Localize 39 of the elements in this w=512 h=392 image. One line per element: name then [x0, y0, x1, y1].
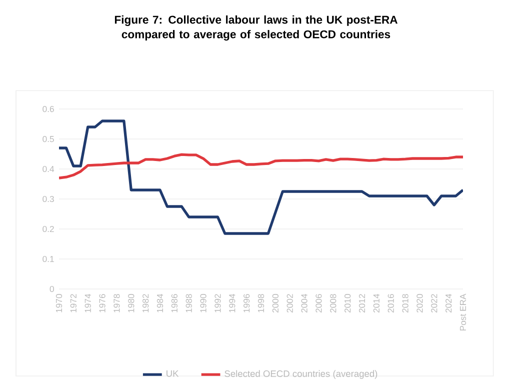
y-tick-label: 0.5 [42, 136, 54, 142]
x-tick-label: 2002 [286, 294, 293, 312]
x-tick-label: 1978 [114, 294, 120, 312]
x-tick-label: 2016 [388, 294, 394, 312]
x-tick-label: 1972 [70, 294, 76, 312]
x-tick-label: 1996 [244, 294, 250, 312]
x-tick-label: Post ERA [460, 294, 466, 330]
x-tick-label: 1982 [142, 294, 149, 312]
x-tick-label: 2006 [316, 294, 322, 312]
x-tick-label: 2008 [330, 294, 336, 312]
x-tick-label: 1994 [229, 294, 236, 312]
x-tick-label: 2018 [402, 294, 408, 312]
y-tick-label: 0.1 [42, 256, 54, 262]
x-tick-label: 2000 [272, 294, 278, 312]
x-tick-label: 1976 [99, 294, 106, 312]
legend-label: Selected OECD countries (averaged) [224, 370, 378, 379]
y-tick-label: 0.6 [42, 106, 54, 112]
x-tick-label: 1970 [56, 294, 62, 312]
x-tick-label: 2014 [373, 294, 380, 312]
y-tick-label: 0.3 [42, 196, 54, 202]
x-tick-label: 1980 [128, 294, 134, 312]
y-tick-label: 0.2 [42, 226, 54, 232]
x-tick-label: 2010 [344, 294, 351, 312]
x-tick-label: 2022 [431, 294, 438, 312]
y-tick-label: 0.4 [42, 166, 54, 172]
x-tick-label: 1974 [84, 294, 91, 312]
legend-label: UK [166, 370, 179, 377]
x-tick-label: 1986 [171, 294, 178, 312]
x-tick-label: 1992 [214, 294, 221, 312]
chart-title: Figure 7: Collective labour laws in the UK post-ERA compared to average of selected OECD countries [114, 15, 398, 41]
y-tick-label: 0 [50, 286, 54, 292]
x-tick-label: 1984 [156, 294, 164, 312]
x-tick-label: 1988 [186, 294, 192, 312]
x-tick-label: 1998 [258, 294, 264, 312]
x-tick-label: 2012 [358, 294, 366, 312]
x-tick-label: 2024 [446, 294, 452, 312]
x-tick-label: 2020 [416, 294, 423, 312]
x-tick-label: 2004 [301, 294, 308, 312]
x-tick-label: 1990 [200, 294, 206, 312]
